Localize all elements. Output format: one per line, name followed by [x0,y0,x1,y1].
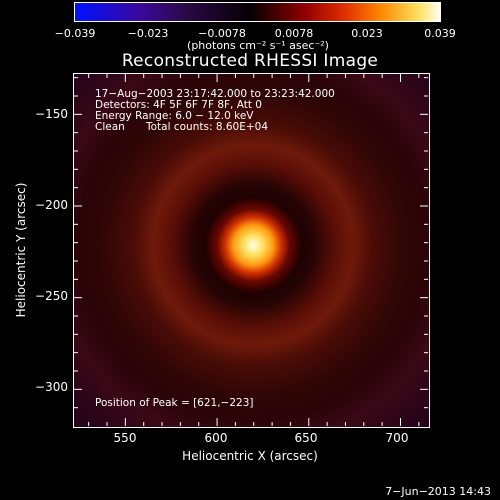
x-axis-title: Heliocentric X (arcsec) [182,449,318,463]
colorbar-tick-label: 0.023 [351,27,383,40]
colorbar-tick-label: 0.039 [424,27,456,40]
annotation-peak-position: Position of Peak = [621,−223] [95,397,254,409]
colorbar-tick-label: −0.0078 [198,27,246,40]
x-tick-label: 700 [385,431,409,445]
colorbar-tick-label: −0.023 [127,27,169,40]
timestamp-footer: 7−Jun−2013 14:43 [385,485,491,498]
colorbar-tick-label: 0.0078 [274,27,314,40]
x-tick-label: 550 [113,431,137,445]
annotation-time-range: 17−Aug−2003 23:17:42.000 to 23:23:42.000 [95,88,335,100]
chart-title: Reconstructed RHESSI Image [121,51,379,71]
y-tick-label: −200 [35,198,68,212]
plot-area [73,73,430,428]
colorbar-unit: (photons cm⁻² s⁻¹ asec⁻²) [187,39,329,52]
colorbar [74,2,441,22]
y-tick-label: −250 [35,289,68,303]
x-tick-label: 600 [204,431,228,445]
y-tick-label: −150 [35,107,68,121]
annotation-detectors: Detectors: 4F 5F 6F 7F 8F, Att 0 [95,99,262,111]
colorbar-tick-label: −0.039 [54,27,96,40]
y-axis-title: Heliocentric Y (arcsec) [14,182,28,318]
annotation-total-counts: Total counts: 8.60E+04 [146,121,269,133]
y-tick-label: −300 [35,380,68,394]
x-tick-label: 650 [294,431,318,445]
annotation-clean: Clean [95,121,125,133]
heatmap-image [74,74,429,427]
annotation-energy-range: Energy Range: 6.0 − 12.0 keV [95,110,254,122]
